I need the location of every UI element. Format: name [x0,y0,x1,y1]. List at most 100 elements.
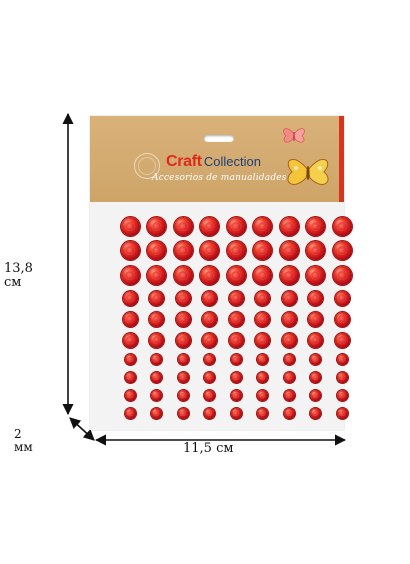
gem-sticker [122,311,138,327]
sticker-package: Craft Collection Accesorios de manualidad… [90,116,352,430]
gem-sticker [204,408,215,419]
gem-sticker [255,332,270,348]
gem-sticker [173,241,193,261]
gem-sticker [230,390,242,401]
height-value: 13,8 [4,261,33,276]
gem-sticker [124,372,136,383]
gem-sticker [336,354,348,365]
gem-sticker [332,241,352,261]
gem-sticker [257,354,268,365]
gem-sticker [336,390,348,401]
gem-sticker [202,332,217,348]
gem-sticker [281,311,297,327]
gem-sticker [308,332,323,348]
gem-sticker [147,241,166,261]
gem-sticker [230,354,242,365]
red-stripe [339,116,344,202]
gem-sticker [283,390,295,401]
gem-sticker [202,290,217,306]
header-card: Craft Collection Accesorios de manualidad… [90,116,344,202]
gem-sticker [283,372,295,383]
gem-sticker [175,332,191,348]
height-unit: см [4,275,22,290]
gem-sticker [228,311,244,327]
gem-sticker [310,390,321,401]
gem-sticker [228,332,244,348]
gem-sticker [151,390,162,401]
gem-sticker [124,354,136,365]
gem-sticker [177,408,189,419]
gem-sticker [310,408,321,419]
gem-sticker [336,372,348,383]
gem-sticker [151,354,162,365]
gem-sticker [200,265,219,285]
gem-sticker [173,216,193,236]
gem-sticker [175,290,191,306]
gem-sticker [308,311,323,327]
gem-sticker [122,332,138,348]
gem-sticker [257,372,268,383]
depth-label: 2 мм [14,428,33,454]
gem-sticker [283,408,295,419]
gem-sticker [226,265,246,285]
gem-sticker [279,265,299,285]
sticker-grid [120,214,352,420]
gem-sticker [226,216,246,236]
gem-sticker [120,216,140,236]
gem-sticker [336,408,348,419]
gem-sticker [230,408,242,419]
gem-sticker [230,372,242,383]
gem-sticker [332,216,352,236]
brand-collection: Collection [203,154,261,169]
gem-sticker [253,241,272,261]
gem-sticker [149,290,164,306]
gem-sticker [310,354,321,365]
gem-sticker [279,216,299,236]
depth-value: 2 [14,427,22,441]
gem-sticker [175,311,191,327]
height-label: 13,8 см [4,262,33,290]
gem-sticker [257,408,268,419]
gem-sticker [279,241,299,261]
gem-sticker [149,332,164,348]
gem-sticker [151,408,162,419]
depth-arrow [69,417,95,441]
gem-sticker [204,372,215,383]
hang-hole [204,135,234,142]
gem-sticker [253,216,272,236]
gem-sticker [177,372,189,383]
gem-sticker [226,241,246,261]
gem-sticker [306,241,325,261]
gem-sticker [147,216,166,236]
gem-sticker [147,265,166,285]
gem-sticker [173,265,193,285]
brand-logo: Craft Collection [166,154,261,170]
gem-sticker [306,265,325,285]
gem-sticker [149,311,164,327]
gem-sticker [255,311,270,327]
gem-sticker [332,265,352,285]
gem-sticker [204,354,215,365]
gem-sticker [124,390,136,401]
gem-sticker [204,390,215,401]
gem-sticker [200,241,219,261]
gem-sticker [177,390,189,401]
gem-sticker [228,290,244,306]
gem-sticker [334,311,350,327]
brand-craft: Craft [166,153,202,170]
gem-sticker [120,265,140,285]
gem-sticker [308,290,323,306]
gem-sticker [202,311,217,327]
gem-sticker [120,241,140,261]
gem-sticker [281,290,297,306]
gem-sticker [257,390,268,401]
gem-sticker [177,354,189,365]
depth-unit: мм [14,440,33,454]
gem-sticker [255,290,270,306]
gem-sticker [122,290,138,306]
gem-sticker [334,290,350,306]
tagline: Accesorios de manualidades [152,173,287,183]
gem-sticker [200,216,219,236]
